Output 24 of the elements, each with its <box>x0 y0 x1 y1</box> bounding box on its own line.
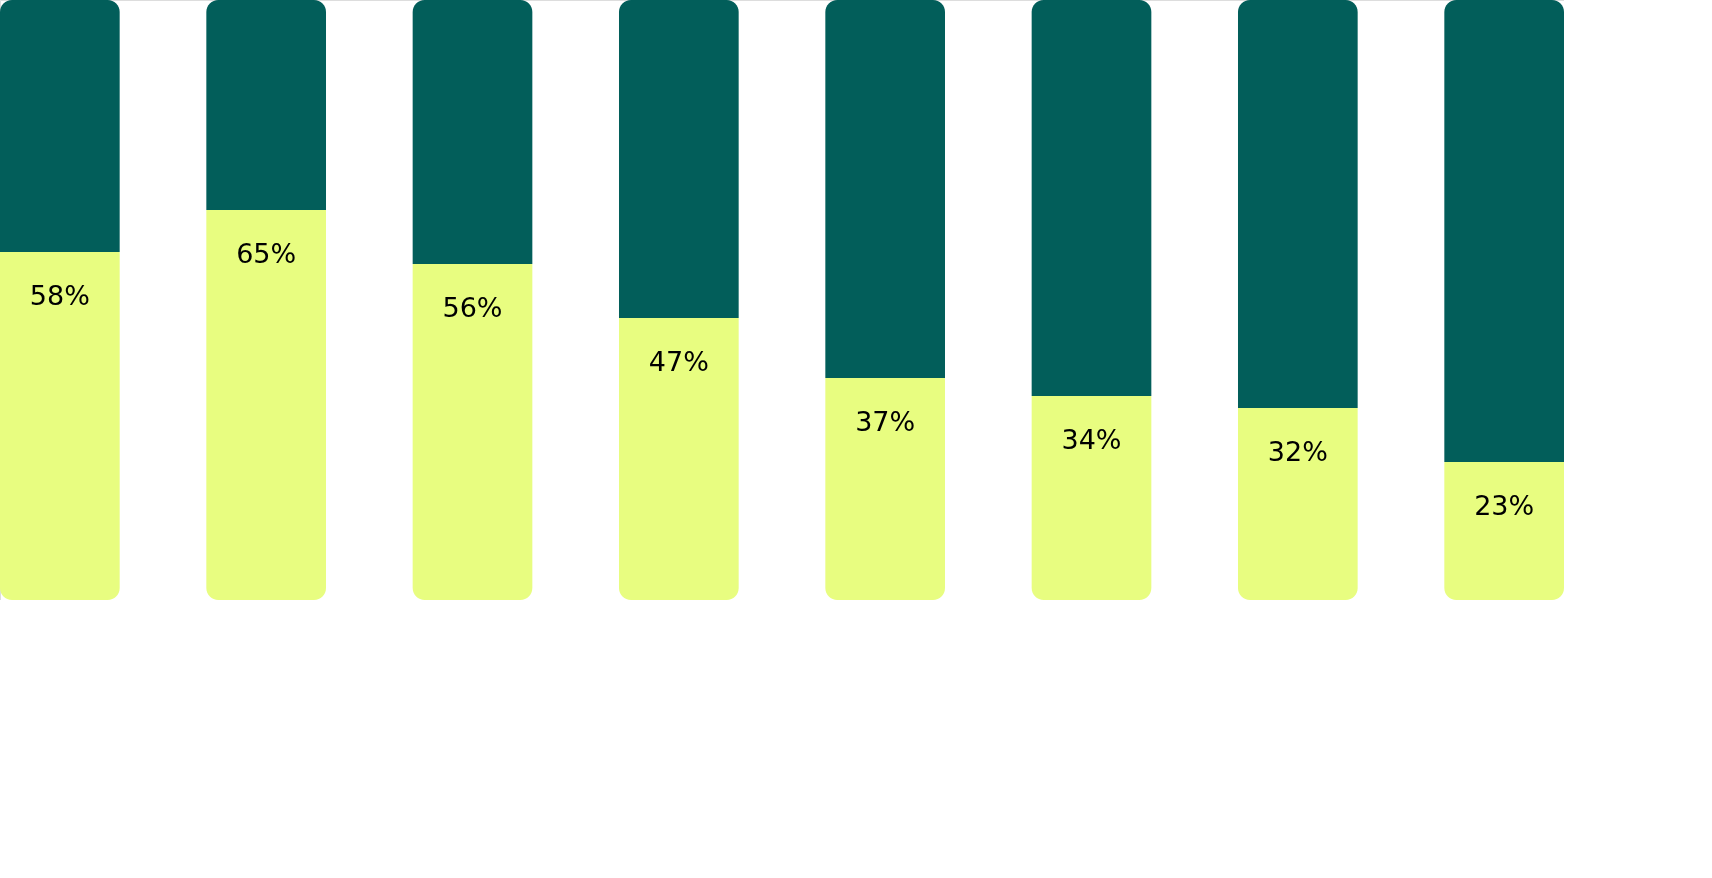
bar <box>0 0 120 252</box>
data-label: 65% <box>236 238 297 269</box>
bar <box>412 0 533 264</box>
data-label: 23% <box>1474 490 1535 521</box>
bar <box>825 0 945 378</box>
data-label: 56% <box>442 292 503 323</box>
bar <box>1237 0 1358 408</box>
bar <box>0 252 120 600</box>
bar <box>1237 408 1358 600</box>
bar <box>1031 396 1152 600</box>
bar <box>1444 462 1564 600</box>
data-label: 32% <box>1267 436 1328 467</box>
data-label: 58% <box>29 280 90 311</box>
data-label: 47% <box>648 346 709 377</box>
bar <box>619 0 739 318</box>
data-label: 34% <box>1061 424 1122 455</box>
bar <box>412 264 533 600</box>
bar <box>206 210 327 600</box>
bar <box>206 0 327 210</box>
bar <box>619 318 739 600</box>
bar <box>1444 0 1564 462</box>
data-label: 37% <box>855 406 916 437</box>
bar <box>825 378 945 600</box>
bar <box>1031 0 1152 396</box>
